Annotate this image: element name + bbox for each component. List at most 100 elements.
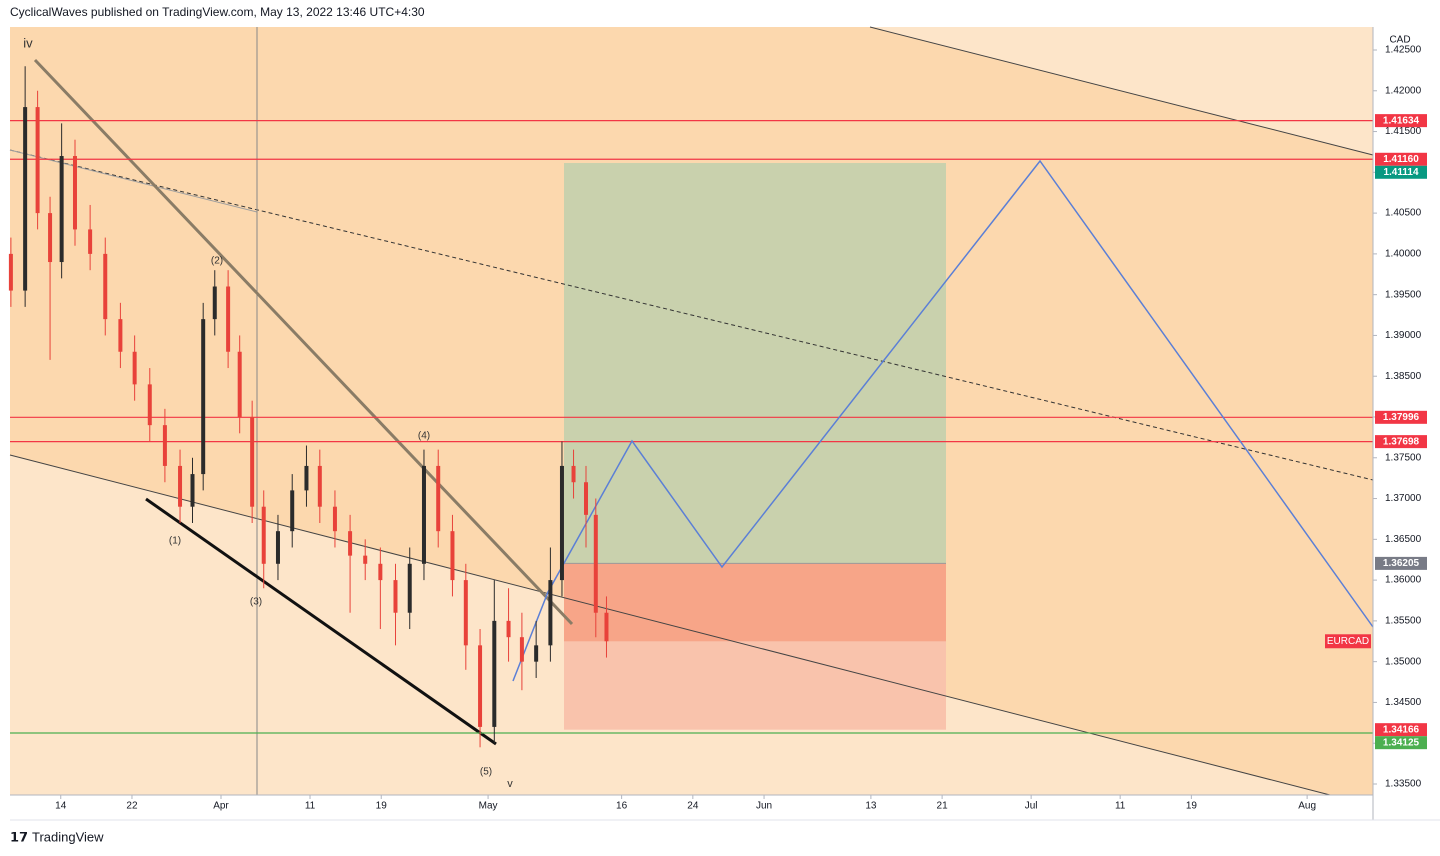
- y-tick-label: 1.37000: [1385, 493, 1422, 504]
- plot-layer: iv (2) (4) (1) (3) (5) v: [8, 26, 1374, 796]
- wave-label: iv: [23, 35, 33, 50]
- candle-body: [593, 514, 598, 613]
- y-tick-label: 1.42000: [1385, 85, 1422, 96]
- x-tick-label: 22: [126, 801, 138, 812]
- wedge-bottom: [145, 497, 497, 746]
- price-box: [1375, 114, 1427, 128]
- y-tick-label: 1.38500: [1385, 371, 1422, 382]
- candle-body: [378, 563, 383, 581]
- price-label: 1.37698: [1383, 436, 1420, 447]
- candle-body: [559, 465, 564, 581]
- y-tick-label: 1.40000: [1385, 249, 1422, 260]
- candle-body: [72, 156, 77, 230]
- byline: CyclicalWaves published on TradingView.c…: [10, 5, 425, 19]
- wave-label: (3): [250, 597, 262, 608]
- brand: TradingView: [32, 829, 104, 844]
- y-tick-label: 1.36000: [1385, 575, 1422, 586]
- price-box: [1375, 736, 1427, 750]
- y-tick-label: 1.33500: [1385, 779, 1422, 790]
- candle-body: [147, 384, 152, 426]
- candle-body: [463, 580, 468, 646]
- candle-body: [604, 612, 609, 642]
- candle-body: [8, 253, 13, 291]
- price-box: [1375, 152, 1427, 166]
- candle-body: [436, 465, 441, 532]
- x-tick-label: Apr: [213, 801, 229, 812]
- candle-body: [23, 107, 28, 291]
- wave-label: (4): [418, 431, 430, 442]
- projection: [512, 159, 1374, 682]
- candle-body: [226, 286, 231, 352]
- price-box: [1375, 435, 1427, 449]
- candle-body: [317, 465, 322, 507]
- candle-body: [190, 474, 195, 507]
- x-tick-label: 19: [376, 801, 388, 812]
- y-tick-label: 1.36500: [1385, 534, 1422, 545]
- price-label: 1.41634: [1383, 115, 1420, 126]
- symbol-box: [1325, 634, 1371, 649]
- candle-body: [548, 580, 553, 646]
- price-box: [1375, 723, 1427, 737]
- x-tick-label: 13: [865, 801, 877, 812]
- candle-body: [212, 286, 217, 320]
- wave-label: (1): [169, 536, 181, 547]
- dashed-trend: [9, 149, 1374, 481]
- candle-body: [103, 253, 108, 320]
- x-tick-label: 21: [937, 801, 949, 812]
- y-tick-label: 1.39000: [1385, 330, 1422, 341]
- x-tick-label: May: [479, 801, 498, 812]
- price-label: 1.34166: [1383, 724, 1420, 735]
- candle-body: [88, 229, 93, 254]
- candle-body: [478, 645, 483, 727]
- upper-trend: [869, 26, 1374, 156]
- candle-body: [450, 531, 455, 581]
- candle-body: [534, 645, 539, 662]
- candle-body: [261, 506, 266, 564]
- x-tick-label: Jun: [756, 801, 772, 812]
- candle-body: [332, 506, 337, 532]
- candle-body: [290, 490, 295, 532]
- x-tick-label: 14: [55, 801, 67, 812]
- candle-body: [519, 637, 524, 662]
- y-tick-label: 1.42500: [1385, 45, 1422, 56]
- candle-body: [118, 319, 123, 352]
- x-tick-label: Jul: [1025, 801, 1038, 812]
- candle-body: [393, 580, 398, 613]
- y-tick-label: 1.37500: [1385, 452, 1422, 463]
- candle-body: [162, 425, 167, 466]
- open-loss: [564, 563, 946, 642]
- price-box: [1375, 556, 1427, 570]
- price-label: 1.41114: [1383, 167, 1418, 178]
- y-tick-label: 1.35000: [1385, 656, 1422, 667]
- candle-body: [201, 319, 206, 475]
- lower-channel: [9, 454, 1331, 796]
- candle-body: [48, 213, 53, 263]
- candle-body: [178, 465, 183, 507]
- x-tick-label: 11: [1115, 801, 1126, 812]
- wave-label: (5): [480, 767, 492, 778]
- candle-body: [584, 482, 589, 515]
- x-tick-label: 24: [687, 801, 699, 812]
- price-box: [1375, 165, 1427, 179]
- gray-trend: [9, 149, 258, 213]
- wedge-top: [33, 58, 574, 626]
- y-tick-label: 1.41500: [1385, 126, 1422, 137]
- x-tick-label: Aug: [1298, 801, 1316, 812]
- symbol-label: EURCAD: [1327, 636, 1369, 647]
- candle-body: [237, 351, 242, 417]
- x-tick-label: 16: [616, 801, 628, 812]
- price-label: 1.36205: [1383, 558, 1420, 569]
- wave-label: v: [507, 778, 513, 790]
- candle-body: [132, 351, 137, 385]
- price-box: [1375, 410, 1427, 424]
- y-tick-label: 1.39500: [1385, 289, 1422, 300]
- candle-body: [59, 156, 64, 263]
- candle-body: [304, 465, 309, 491]
- wave-label: (2): [211, 256, 223, 267]
- y-tick-label: 1.35500: [1385, 616, 1422, 627]
- x-tick-label: 11: [305, 801, 316, 812]
- candle-body: [407, 563, 412, 613]
- y-tick-label: 1.34500: [1385, 697, 1422, 708]
